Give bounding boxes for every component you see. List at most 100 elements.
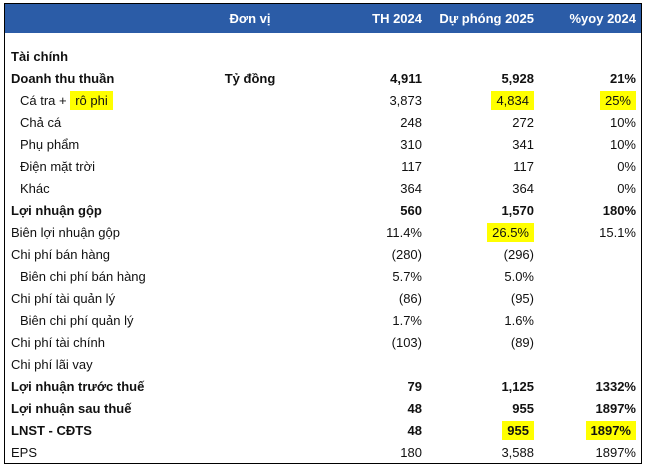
row-label-text: Biên lợi nhuận gộp: [11, 224, 120, 240]
duphong2025-cell: 1.6%: [430, 313, 542, 328]
table-row: Chả cá 248 272 10%: [5, 111, 641, 133]
th2024-cell: 248: [325, 115, 430, 130]
yoy2024-cell: 1897%: [542, 445, 641, 460]
header-unit-column: Đơn vị: [229, 11, 271, 26]
duphong2025-cell: (296): [430, 247, 542, 262]
financial-table: Đơn vị TH 2024 Dự phóng 2025 %yoy 2024 T…: [4, 3, 642, 464]
yoy2024-cell-value: 1897%: [595, 400, 636, 416]
table-row: Lợi nhuận trước thuế 79 1,125 1332%: [5, 375, 641, 397]
th2024-cell-value: (103): [391, 334, 422, 350]
yoy2024-cell-value: 25%: [599, 90, 636, 110]
th2024-cell-value: (280): [391, 246, 422, 262]
row-label: EPS: [5, 445, 175, 460]
th2024-cell-value: 1.7%: [392, 312, 422, 328]
duphong2025-cell-value: 3,588: [501, 444, 534, 460]
duphong2025-cell: (89): [430, 335, 542, 350]
duphong2025-cell: 1,570: [430, 203, 542, 218]
th2024-cell: (103): [325, 335, 430, 350]
duphong2025-cell-value: (95): [510, 290, 534, 306]
row-label: Chi phí tài chính: [5, 335, 175, 350]
duphong2025-cell: 341: [430, 137, 542, 152]
row-label: Lợi nhuận trước thuế: [5, 379, 175, 394]
duphong2025-cell-value: 341: [512, 136, 534, 152]
row-label-text: Phụ phẩm: [20, 136, 80, 152]
row-label: Lợi nhuận gộp: [5, 203, 175, 218]
th2024-cell: 3,873: [325, 93, 430, 108]
table-row: Cá tra + rô phi 3,873 4,834 25%: [5, 89, 641, 111]
th2024-cell-value: 3,873: [389, 92, 422, 108]
th2024-cell: 48: [325, 423, 430, 438]
row-label-text: Chả cá: [20, 114, 62, 130]
row-label-highlighted-text: rô phi: [70, 90, 113, 110]
row-label-text: Cá tra +: [20, 92, 71, 108]
th2024-cell-value: 180: [400, 444, 422, 460]
th2024-cell: 48: [325, 401, 430, 416]
duphong2025-cell: 364: [430, 181, 542, 196]
header-th2024-column: TH 2024: [372, 11, 422, 26]
row-label: Doanh thu thuần: [5, 71, 175, 86]
yoy2024-cell-value: 10%: [609, 136, 636, 152]
th2024-cell: 11.4%: [325, 225, 430, 240]
duphong2025-cell: 26.5%: [430, 222, 542, 242]
table-row: Chi phí lãi vay: [5, 353, 641, 375]
row-label-text: Doanh thu thuần: [11, 70, 115, 86]
duphong2025-cell: 955: [430, 420, 542, 440]
row-label-text: Biên chi phí quản lý: [20, 312, 134, 328]
yoy2024-cell-value: 0%: [617, 180, 636, 196]
th2024-cell: 364: [325, 181, 430, 196]
duphong2025-cell-value: 26.5%: [487, 222, 534, 242]
th2024-cell: 4,911: [325, 71, 430, 86]
table-row: Chi phí tài chính (103) (89): [5, 331, 641, 353]
yoy2024-cell: 180%: [542, 203, 641, 218]
yoy2024-cell-value: 0%: [617, 158, 636, 174]
row-label-text: Tài chính: [11, 48, 69, 64]
th2024-cell-value: 79: [407, 378, 422, 394]
duphong2025-cell-value: 5.0%: [504, 268, 534, 284]
th2024-cell-value: 364: [400, 180, 422, 196]
yoy2024-cell-value: 180%: [602, 202, 636, 218]
duphong2025-cell-value: (296): [503, 246, 534, 262]
duphong2025-cell: 5,928: [430, 71, 542, 86]
yoy2024-cell: 1332%: [542, 379, 641, 394]
duphong2025-cell: 117: [430, 159, 542, 174]
yoy2024-cell: 10%: [542, 115, 641, 130]
duphong2025-cell: 272: [430, 115, 542, 130]
row-label-text: Biên chi phí bán hàng: [20, 268, 146, 284]
row-label-text: LNST - CĐTS: [11, 422, 92, 438]
duphong2025-cell-value: 364: [512, 180, 534, 196]
row-label: Lợi nhuận sau thuế: [5, 401, 175, 416]
row-label: Phụ phẩm: [5, 137, 175, 152]
th2024-cell-value: 560: [400, 202, 422, 218]
th2024-cell: 117: [325, 159, 430, 174]
th2024-cell-value: 4,911: [390, 70, 422, 86]
duphong2025-cell-value: 1.6%: [504, 312, 534, 328]
th2024-cell-value: 117: [401, 158, 422, 174]
row-label: Chi phí lãi vay: [5, 357, 175, 372]
table-row: Biên chi phí bán hàng 5.7% 5.0%: [5, 265, 641, 287]
duphong2025-cell: (95): [430, 291, 542, 306]
table-row: LNST - CĐTS 48 955 1897%: [5, 419, 641, 441]
row-label: Biên chi phí bán hàng: [5, 269, 175, 284]
table-row: Lợi nhuận sau thuế 48 955 1897%: [5, 397, 641, 419]
duphong2025-cell-value: 955: [512, 400, 534, 416]
th2024-cell: 79: [325, 379, 430, 394]
unit-cell-value: Tỷ đồng: [224, 70, 276, 86]
row-label-text: Chi phí bán hàng: [11, 246, 111, 262]
row-label-text: Khác: [20, 180, 50, 196]
row-label: Biên lợi nhuận gộp: [5, 225, 175, 240]
yoy2024-cell: 15.1%: [542, 225, 641, 240]
th2024-cell-value: 248: [400, 114, 422, 130]
duphong2025-cell-value: 1,125: [501, 378, 534, 394]
table-row: Khác 364 364 0%: [5, 177, 641, 199]
yoy2024-cell: 21%: [542, 71, 641, 86]
row-label-text: Lợi nhuận gộp: [11, 202, 102, 218]
table-row: Biên lợi nhuận gộp 11.4% 26.5% 15.1%: [5, 221, 641, 243]
table-header-row: Đơn vị TH 2024 Dự phóng 2025 %yoy 2024: [5, 4, 641, 33]
table-row: Phụ phẩm 310 341 10%: [5, 133, 641, 155]
duphong2025-cell-value: (89): [510, 334, 534, 350]
table-body: Tài chính Doanh thu thuần Tỷ đồng 4,911 5,92…: [5, 33, 641, 463]
row-label: Chi phí tài quản lý: [5, 291, 175, 306]
yoy2024-cell-value: 1897%: [585, 420, 636, 440]
row-label: Cá tra + rô phi: [5, 90, 175, 110]
duphong2025-cell-value: 4,834: [491, 90, 534, 110]
